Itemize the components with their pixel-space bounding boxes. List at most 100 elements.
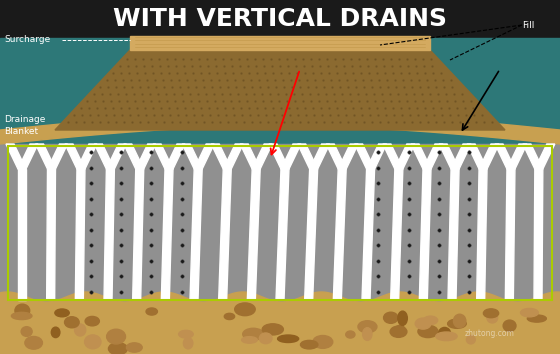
Polygon shape: [310, 144, 330, 169]
Ellipse shape: [395, 325, 405, 336]
Polygon shape: [211, 144, 231, 169]
Ellipse shape: [241, 337, 258, 343]
Bar: [8, 146, 552, 300]
Polygon shape: [182, 144, 202, 169]
Ellipse shape: [235, 303, 255, 316]
Polygon shape: [451, 144, 471, 169]
Polygon shape: [423, 144, 443, 169]
Ellipse shape: [74, 324, 86, 336]
Polygon shape: [383, 144, 403, 169]
Bar: [0, 38, 560, 354]
Ellipse shape: [301, 341, 318, 349]
Bar: [0, 144, 560, 302]
Polygon shape: [18, 169, 26, 300]
Polygon shape: [252, 144, 272, 169]
Ellipse shape: [25, 336, 43, 349]
Ellipse shape: [146, 308, 157, 315]
Ellipse shape: [106, 329, 125, 344]
Bar: [0, 0, 560, 38]
Polygon shape: [477, 169, 487, 300]
Ellipse shape: [466, 335, 475, 344]
Polygon shape: [190, 169, 202, 300]
Ellipse shape: [398, 311, 407, 325]
Polygon shape: [326, 144, 346, 169]
Polygon shape: [46, 169, 55, 300]
Ellipse shape: [487, 313, 498, 323]
Ellipse shape: [521, 308, 538, 317]
Polygon shape: [338, 144, 358, 169]
Ellipse shape: [179, 330, 193, 338]
Ellipse shape: [528, 315, 547, 322]
Polygon shape: [281, 144, 301, 169]
Polygon shape: [161, 169, 173, 300]
Polygon shape: [479, 144, 499, 169]
Polygon shape: [305, 169, 318, 300]
Polygon shape: [298, 144, 318, 169]
Polygon shape: [124, 144, 144, 169]
Polygon shape: [35, 144, 55, 169]
Polygon shape: [95, 144, 114, 169]
Text: Fill: Fill: [522, 21, 534, 29]
Ellipse shape: [436, 332, 457, 341]
Polygon shape: [153, 144, 173, 169]
Ellipse shape: [390, 326, 407, 337]
Ellipse shape: [358, 321, 377, 333]
Polygon shape: [523, 144, 543, 169]
Polygon shape: [354, 144, 375, 169]
Ellipse shape: [242, 328, 264, 340]
Polygon shape: [77, 144, 97, 169]
Ellipse shape: [447, 319, 466, 328]
Ellipse shape: [483, 309, 498, 318]
Polygon shape: [391, 169, 403, 300]
Text: zhutong.com: zhutong.com: [465, 329, 515, 338]
Ellipse shape: [313, 336, 333, 348]
Text: WITH VERTICAL DRAINS: WITH VERTICAL DRAINS: [113, 7, 447, 31]
Ellipse shape: [278, 335, 298, 343]
Text: Drainage: Drainage: [4, 115, 45, 125]
Ellipse shape: [418, 325, 438, 338]
Ellipse shape: [85, 335, 101, 349]
Polygon shape: [276, 169, 289, 300]
Polygon shape: [218, 169, 231, 300]
Polygon shape: [0, 292, 560, 354]
Ellipse shape: [438, 327, 451, 339]
Polygon shape: [130, 36, 430, 50]
Polygon shape: [165, 144, 185, 169]
Text: Surcharge: Surcharge: [4, 35, 50, 45]
Text: Blanket: Blanket: [4, 127, 38, 137]
Polygon shape: [395, 144, 415, 169]
Ellipse shape: [11, 312, 32, 320]
Polygon shape: [223, 144, 243, 169]
Ellipse shape: [262, 324, 283, 335]
Polygon shape: [495, 144, 515, 169]
Polygon shape: [194, 144, 214, 169]
Ellipse shape: [109, 343, 128, 354]
Polygon shape: [104, 169, 114, 300]
Polygon shape: [439, 144, 459, 169]
Polygon shape: [507, 144, 527, 169]
Polygon shape: [535, 144, 555, 169]
Polygon shape: [269, 144, 289, 169]
Polygon shape: [411, 144, 431, 169]
Polygon shape: [448, 169, 459, 300]
Polygon shape: [362, 169, 375, 300]
Polygon shape: [0, 112, 560, 144]
Ellipse shape: [64, 317, 79, 328]
Polygon shape: [333, 169, 346, 300]
Ellipse shape: [415, 318, 431, 329]
Polygon shape: [248, 169, 260, 300]
Ellipse shape: [363, 328, 372, 341]
Ellipse shape: [225, 313, 235, 320]
Polygon shape: [419, 169, 431, 300]
Ellipse shape: [384, 312, 398, 323]
Polygon shape: [6, 144, 26, 169]
Polygon shape: [76, 169, 85, 300]
Polygon shape: [133, 169, 144, 300]
Ellipse shape: [454, 314, 466, 328]
Ellipse shape: [21, 327, 32, 336]
Ellipse shape: [503, 320, 516, 331]
Polygon shape: [18, 144, 38, 169]
Polygon shape: [106, 144, 127, 169]
Polygon shape: [534, 169, 543, 300]
Polygon shape: [55, 50, 505, 130]
